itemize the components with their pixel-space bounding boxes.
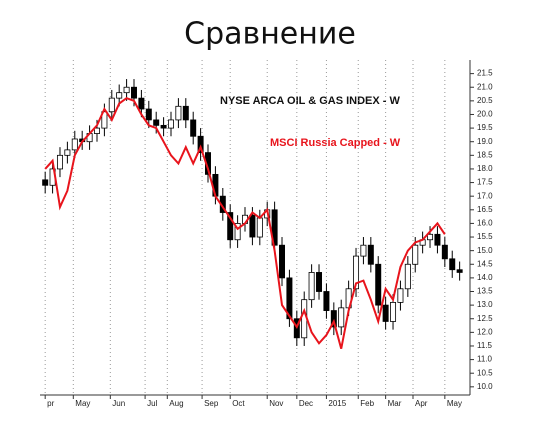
candle-body	[367, 244, 374, 265]
legend-entry: NYSE ARCA OIL & GAS INDEX - W	[220, 95, 401, 107]
y-tick-label: 13.5	[477, 287, 493, 296]
candle-body	[449, 258, 456, 271]
y-tick-label: 11.5	[477, 341, 493, 350]
candle-body	[175, 105, 182, 121]
legend-entry: MSCI Russia Capped - W	[270, 137, 401, 149]
candle-body	[116, 92, 123, 99]
y-tick-label: 19.0	[477, 137, 493, 146]
y-tick-label: 16.5	[477, 205, 493, 214]
x-tick-label: Jul	[147, 399, 157, 408]
x-tick-label: Jun	[112, 399, 125, 408]
y-tick-label: 10.5	[477, 368, 493, 377]
candle-body	[182, 105, 189, 121]
y-tick-label: 20.0	[477, 110, 493, 119]
candle-body	[234, 223, 241, 241]
candle-body	[397, 288, 404, 303]
candle-body	[286, 277, 293, 320]
candle-body	[131, 86, 137, 99]
candle-body	[153, 119, 160, 126]
candle-body	[308, 272, 315, 301]
y-tick-label: 12.5	[477, 314, 493, 323]
candle-body	[138, 97, 145, 110]
y-tick-label: 16.0	[477, 219, 493, 228]
x-tick-label: Feb	[360, 399, 374, 408]
x-tick-label: Nov	[269, 399, 283, 408]
candle-body	[249, 214, 256, 238]
y-tick-label: 19.5	[477, 123, 493, 132]
candle-body	[197, 135, 204, 154]
candle-body	[108, 97, 115, 113]
page-title: Сравнение	[184, 17, 356, 52]
y-tick-label: 21.0	[477, 82, 493, 91]
candle-body	[434, 233, 441, 246]
candle-body	[256, 217, 263, 238]
candle-body	[338, 307, 345, 328]
candle-body	[404, 263, 411, 290]
candle-body	[93, 127, 100, 134]
candle-body	[316, 272, 323, 292]
candle-body	[101, 111, 108, 129]
y-tick-label: 18.5	[477, 150, 493, 159]
candle-body	[145, 108, 152, 121]
candle-body	[56, 154, 63, 170]
x-tick-label: 2015	[328, 399, 346, 408]
y-tick-label: 17.0	[477, 191, 493, 200]
candle-body	[382, 304, 389, 322]
y-tick-label: 12.0	[477, 327, 493, 336]
line-series	[44, 97, 446, 349]
x-tick-label: Dec	[299, 399, 313, 408]
y-tick-label: 20.5	[477, 96, 493, 105]
candle-body	[353, 255, 360, 290]
candle-body	[168, 119, 174, 129]
candle-body	[323, 291, 330, 311]
candle-body	[227, 212, 234, 241]
candle-body	[279, 244, 286, 279]
candle-body	[71, 138, 78, 151]
x-tick-label: May	[447, 399, 462, 408]
y-tick-label: 15.0	[477, 246, 493, 255]
candle-body	[360, 244, 367, 257]
candle-body	[160, 124, 167, 129]
x-tick-label: Aug	[169, 399, 183, 408]
y-tick-label: 14.5	[477, 259, 493, 268]
x-tick-label: Mar	[388, 399, 402, 408]
x-tick-label: Oct	[232, 399, 245, 408]
candle-body	[64, 149, 71, 156]
x-tick-label: Apr	[415, 399, 428, 408]
y-tick-label: 11.0	[477, 355, 493, 364]
y-tick-label: 18.0	[477, 164, 493, 173]
y-tick-label: 14.0	[477, 273, 493, 282]
candle-body	[427, 233, 434, 241]
x-tick-label: pr	[47, 399, 54, 408]
y-tick-label: 15.5	[477, 232, 493, 241]
y-tick-label: 13.0	[477, 300, 493, 309]
y-tick-label: 10.0	[477, 382, 493, 391]
x-tick-label: May	[75, 399, 90, 408]
candle-body	[412, 244, 419, 265]
y-tick-label: 17.5	[477, 178, 493, 187]
candle-body	[390, 301, 397, 322]
candle-body	[375, 263, 382, 306]
x-tick-label: Sep	[204, 399, 219, 408]
y-tick-label: 21.5	[477, 69, 493, 78]
candle-body	[123, 86, 130, 94]
candle-body	[330, 310, 337, 328]
candle-body	[42, 179, 49, 186]
candle-body	[456, 269, 463, 273]
candle-body	[190, 119, 197, 137]
candle-body	[441, 244, 448, 260]
